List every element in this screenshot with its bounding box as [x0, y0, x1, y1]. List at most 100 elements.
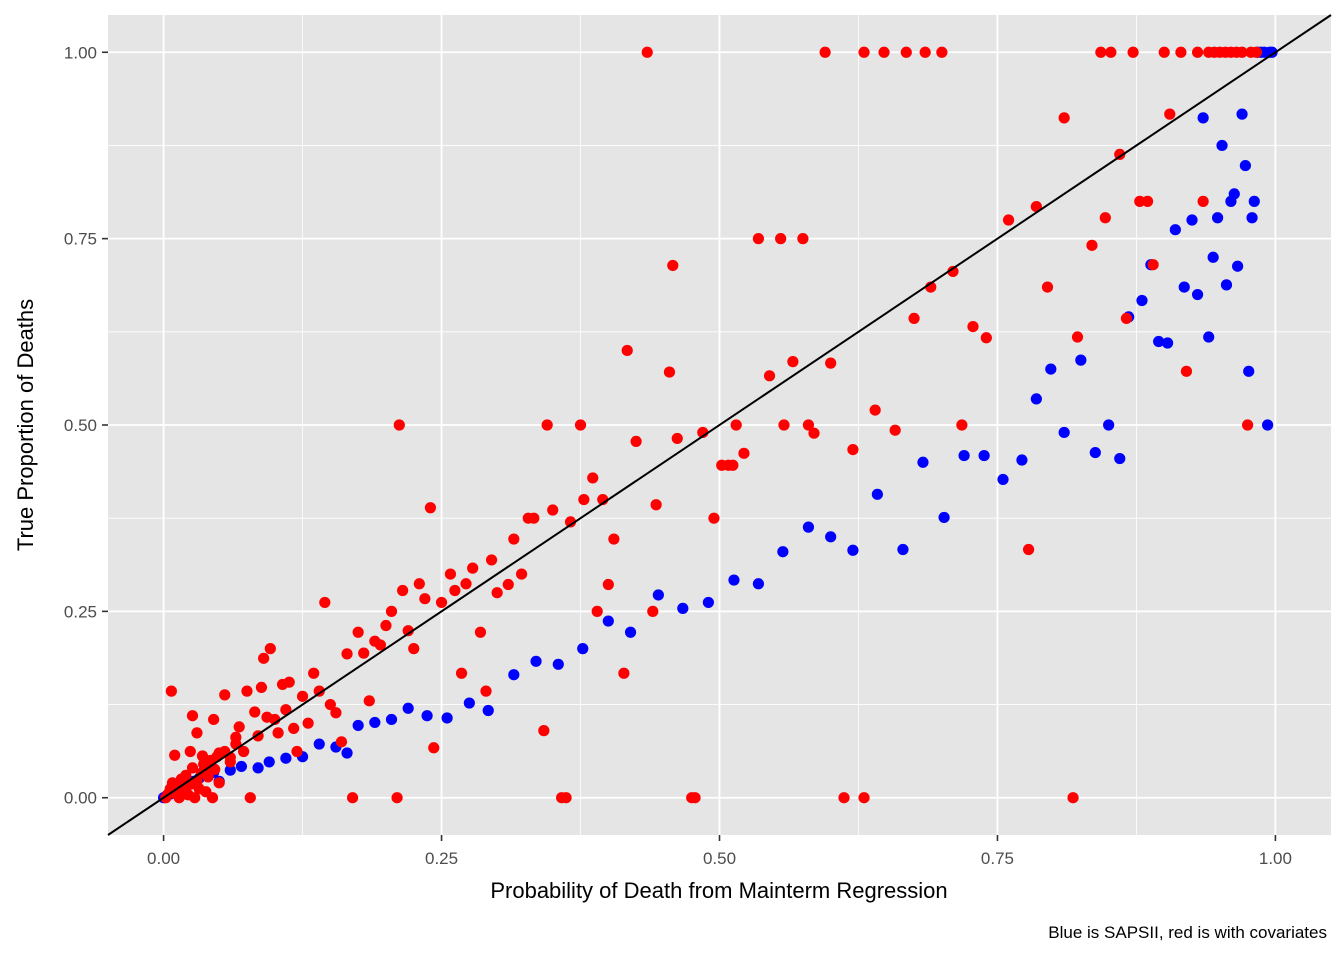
y-axis-title: True Proportion of Deaths: [13, 299, 38, 551]
data-point: [917, 456, 929, 468]
data-point: [1136, 294, 1148, 307]
data-point: [252, 762, 264, 774]
data-point: [169, 749, 181, 761]
data-point: [313, 738, 325, 750]
data-point: [402, 625, 414, 637]
data-point: [385, 605, 398, 617]
data-point: [624, 626, 637, 638]
data-point: [1147, 259, 1159, 271]
data-point: [621, 344, 633, 357]
data-point: [1207, 251, 1219, 263]
data-point: [667, 259, 679, 272]
data-point: [878, 46, 890, 58]
data-point: [1134, 195, 1146, 207]
data-point: [1220, 279, 1233, 291]
y-tick-label: 0.75: [64, 230, 97, 249]
data-point: [330, 707, 342, 719]
data-point: [802, 419, 815, 431]
data-point: [319, 596, 331, 609]
data-point: [897, 543, 909, 556]
data-point: [1203, 331, 1215, 343]
data-point: [264, 643, 276, 655]
data-point: [947, 265, 959, 278]
data-point: [191, 727, 203, 739]
data-point: [578, 493, 590, 506]
data-point: [467, 562, 479, 574]
data-point: [919, 46, 931, 58]
data-point: [1114, 148, 1126, 160]
data-point: [413, 578, 425, 590]
data-point: [424, 502, 437, 514]
data-point: [1242, 419, 1254, 431]
data-point: [1197, 195, 1209, 207]
data-point: [738, 447, 750, 459]
data-point: [652, 589, 664, 601]
data-point: [419, 593, 431, 605]
data-point: [702, 596, 714, 609]
data-point: [847, 444, 859, 456]
data-point: [1141, 195, 1154, 207]
data-point: [541, 419, 553, 431]
data-point: [1045, 363, 1057, 375]
data-point: [1232, 260, 1244, 272]
data-point: [1186, 214, 1198, 226]
data-point: [184, 745, 196, 758]
data-point: [208, 713, 220, 726]
data-point: [997, 473, 1009, 486]
data-point: [308, 667, 320, 679]
data-point: [889, 424, 901, 436]
data-point: [1262, 419, 1274, 431]
x-axis-ticks: 0.00 0.25 0.50 0.75 1.00: [147, 835, 1292, 868]
data-point: [1266, 46, 1278, 58]
data-point: [283, 676, 295, 688]
data-point: [391, 792, 403, 804]
data-point: [444, 568, 457, 580]
data-point: [241, 685, 253, 697]
data-point: [230, 731, 242, 743]
data-point: [515, 568, 528, 580]
y-tick-label: 0.25: [64, 602, 97, 621]
data-point: [272, 727, 284, 739]
data-point: [180, 769, 192, 781]
data-point: [587, 472, 599, 484]
data-point: [763, 370, 776, 382]
data-point: [641, 46, 653, 58]
data-point: [1022, 543, 1035, 556]
data-point: [335, 736, 348, 748]
y-tick-label: 0.00: [64, 789, 97, 808]
data-point: [1191, 288, 1204, 301]
data-point: [777, 546, 789, 558]
data-point: [380, 619, 392, 632]
data-point: [455, 667, 468, 679]
data-point: [630, 435, 642, 447]
data-point: [213, 747, 225, 759]
data-point: [263, 756, 275, 768]
data-point: [1120, 312, 1133, 324]
data-point: [474, 626, 487, 638]
data-point: [255, 681, 268, 694]
data-point: [402, 702, 414, 714]
data-point: [727, 459, 739, 471]
data-point: [1175, 46, 1187, 58]
data-point: [564, 516, 577, 528]
data-point: [1071, 331, 1084, 343]
data-point: [1030, 200, 1042, 213]
data-point: [838, 792, 850, 804]
data-point: [1105, 46, 1117, 58]
data-point: [808, 427, 820, 439]
data-point: [280, 704, 292, 716]
data-point: [858, 46, 870, 58]
data-point: [671, 432, 683, 445]
data-point: [363, 695, 375, 707]
data-point: [1236, 108, 1248, 120]
data-point: [647, 605, 659, 617]
data-point: [189, 792, 201, 804]
data-point: [224, 764, 236, 776]
data-point: [1250, 46, 1263, 58]
data-point: [708, 512, 720, 524]
data-point: [618, 667, 630, 679]
data-point: [602, 615, 614, 627]
data-point: [369, 716, 381, 729]
data-point: [1246, 212, 1258, 224]
